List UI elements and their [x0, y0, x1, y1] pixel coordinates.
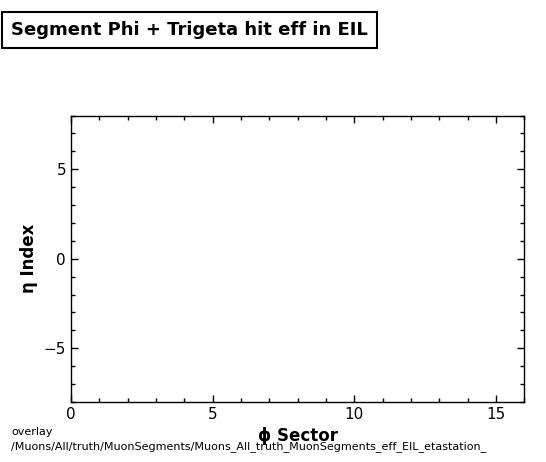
Text: /Muons/All/truth/MuonSegments/Muons_All_truth_MuonSegments_eff_EIL_etastation_: /Muons/All/truth/MuonSegments/Muons_All_… [11, 441, 486, 452]
Text: overlay: overlay [11, 427, 52, 438]
Y-axis label: η Index: η Index [20, 224, 38, 293]
X-axis label: ϕ Sector: ϕ Sector [258, 427, 337, 445]
Text: Segment Phi + Trigeta hit eff in EIL: Segment Phi + Trigeta hit eff in EIL [11, 21, 367, 39]
